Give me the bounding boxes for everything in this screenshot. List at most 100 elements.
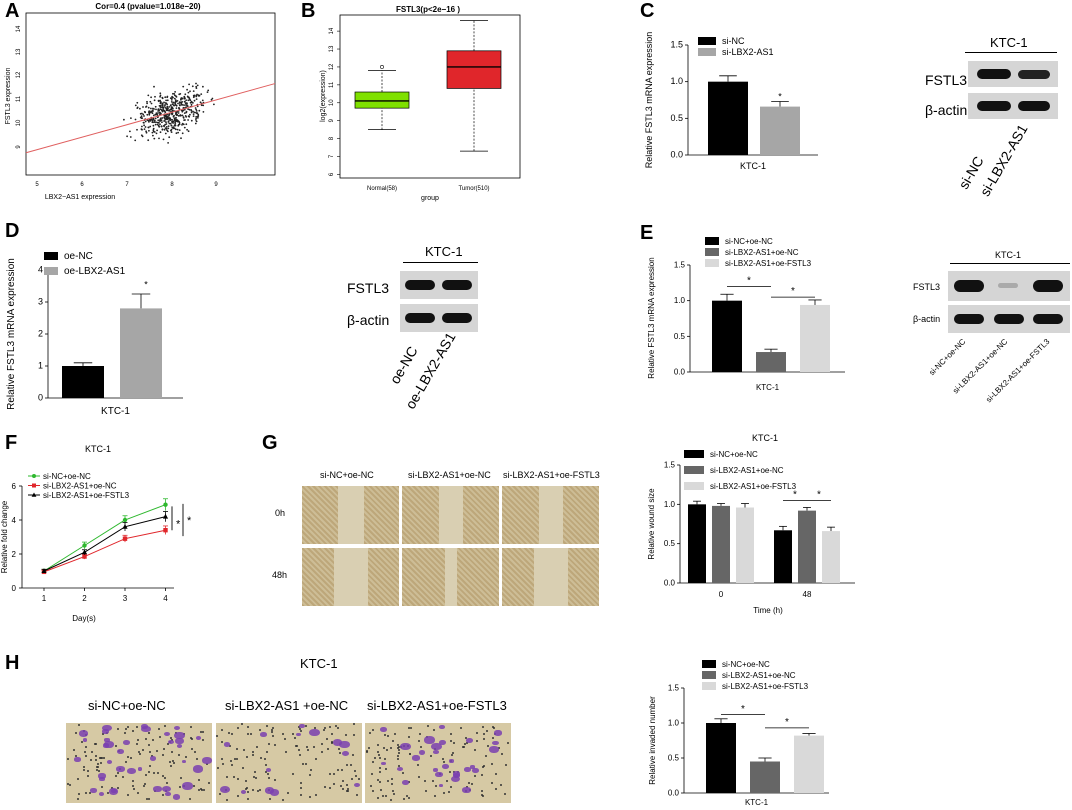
bar [120,308,162,398]
scatter-point [161,102,164,105]
blot-band [954,280,984,292]
membrane-pore [147,771,150,774]
data-point [122,536,128,541]
x-axis-label: KTC-1 [101,406,130,417]
significance-star: * [793,489,797,500]
membrane-pore [131,785,134,788]
scatter-point [157,112,159,114]
panel-a-xtick: 5 [35,182,39,188]
membrane-pore [268,743,271,746]
invaded-cell [175,738,185,745]
scatter-point [143,115,145,117]
scatter-point [202,111,205,113]
scatter-point [146,100,148,103]
scatter-point [194,107,197,109]
membrane-pore [393,792,396,795]
scatter-point [184,93,187,96]
scatter-point [145,130,148,133]
scatter-point [160,125,163,128]
legend-swatch [684,450,704,458]
y-tick-label: 7 [329,154,335,158]
membrane-pore [397,747,400,750]
membrane-pore [282,798,285,801]
panel-d-blot-title: KTC-1 [425,244,463,259]
membrane-pore [101,785,104,788]
scatter-point [158,125,161,128]
membrane-pore [423,780,426,783]
membrane-pore [84,791,87,794]
membrane-pore [297,749,300,752]
membrane-pore [286,791,289,794]
membrane-pore [82,766,85,769]
scatter-point [136,107,139,109]
invaded-cell [116,748,124,754]
membrane-pore [241,723,244,726]
wound-healing-image [302,548,399,606]
scatter-point [198,109,201,112]
scatter-point [167,125,170,127]
panel-b-title: FSTL3(p<2e−16 ) [396,5,460,14]
membrane-pore [77,798,79,801]
scatter-point [154,113,157,116]
panel-e-blot-row: FSTL3 [913,282,941,292]
data-point [82,554,87,559]
membrane-pore [136,725,139,728]
membrane-pore [271,728,274,731]
panel-g-row-label: 48h [272,570,288,580]
membrane-pore [95,755,98,758]
membrane-pore [230,733,233,736]
scatter-point [154,105,157,108]
membrane-pore [227,732,230,735]
panel-e-blot-lanes: si-NC+oe-NC si-LBX2-AS1+oe-NC si-LBX2-AS… [927,337,1052,405]
membrane-pore [131,779,134,782]
scatter-point [188,115,191,118]
panel-c-blot-title: KTC-1 [990,35,1028,50]
membrane-pore [408,781,411,784]
significance-star: * [741,704,745,715]
y-tick-label: 1.5 [674,261,686,270]
membrane-pore [136,743,139,746]
membrane-pore [236,748,239,751]
scatter-point [176,113,178,116]
scatter-point [197,115,200,117]
panel-d-blot-fstl3-membrane [400,271,478,299]
invaded-cell [219,785,231,794]
membrane-pore [474,775,477,778]
panel-e-chart: 0.0 0.5 1.0 1.5 KTC-1 si-NC+oe-NC si-LBX2-AS1+… [647,237,845,392]
scatter-point [152,107,154,110]
invaded-cell [196,736,202,741]
scatter-point [152,124,155,127]
scatter-point [181,110,184,113]
scatter-point [177,102,179,105]
significance-star: * [144,280,148,290]
scatter-point [192,96,195,99]
membrane-pore [233,775,236,778]
membrane-pore [309,768,312,771]
y-tick-label: 10 [329,99,335,106]
scatter-point [174,94,176,97]
membrane-pore [190,736,193,739]
blot-band [977,101,1011,111]
membrane-pore [75,732,78,734]
y-tick-label: 0.5 [674,332,686,341]
membrane-pore [369,731,371,734]
membrane-pore [117,771,120,774]
legend-swatch [44,252,58,260]
legend-label: si-LBX2-AS1+oe-NC [43,482,117,491]
scatter-point [159,95,162,98]
scatter-point [164,102,167,104]
scatter-point [175,116,177,119]
scatter-point [166,95,169,98]
invaded-cell [379,726,388,732]
scatter-point [143,124,146,127]
membrane-pore [379,767,382,770]
membrane-pore [250,733,253,736]
membrane-pore [425,790,428,793]
scatter-point [159,94,162,97]
data-point [162,513,169,519]
invaded-cell [438,783,443,787]
scatter-point [157,99,160,102]
scatter-point [171,97,173,100]
scatter-point [163,101,165,104]
invaded-cell [397,766,404,771]
